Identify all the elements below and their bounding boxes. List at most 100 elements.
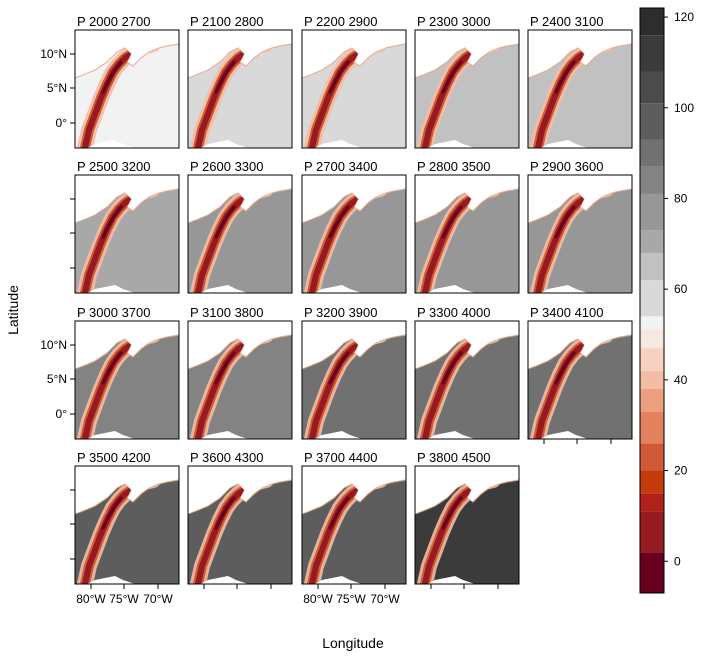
x-tick-label: 80°W bbox=[76, 592, 106, 606]
highland-core bbox=[554, 205, 576, 239]
panel-title: P 2300 3000 bbox=[417, 14, 491, 29]
panel-frame bbox=[301, 320, 407, 440]
highland-core bbox=[554, 60, 576, 94]
land-area bbox=[188, 480, 292, 584]
map-panel: P 3300 4000 bbox=[414, 305, 520, 440]
panel-frame bbox=[414, 174, 520, 294]
panel-frame bbox=[527, 174, 633, 294]
panel-title: P 2600 3300 bbox=[190, 159, 264, 174]
map-panel: P 3700 4400 80°W 75°W 70°W bbox=[301, 450, 407, 606]
colorbar: 0 20 40 60 80 100 120 bbox=[639, 7, 694, 594]
colorbar-bin bbox=[640, 443, 664, 471]
map-panel: P 2700 3400 bbox=[301, 159, 407, 294]
panel-frame bbox=[414, 320, 520, 440]
colorbar-bin bbox=[640, 193, 664, 231]
land-area bbox=[302, 480, 406, 584]
colorbar-bin bbox=[640, 230, 664, 253]
land-area bbox=[302, 335, 406, 439]
land-area bbox=[415, 480, 519, 584]
x-tick-label: 70°W bbox=[370, 592, 400, 606]
panel-title: P 3700 4400 bbox=[304, 450, 378, 465]
colorbar-tick-label: 60 bbox=[674, 282, 688, 296]
colorbar-bin bbox=[640, 139, 664, 167]
y-tick-label: 0° bbox=[56, 116, 68, 130]
colorbar-bin bbox=[640, 388, 664, 412]
land-area bbox=[302, 44, 406, 148]
panel-title: P 3600 4300 bbox=[190, 450, 264, 465]
y-tick-label: 5°N bbox=[47, 372, 67, 386]
highland-core bbox=[441, 351, 463, 385]
land-area bbox=[75, 189, 179, 293]
colorbar-tick-label: 100 bbox=[674, 101, 694, 115]
colorbar-bin bbox=[640, 348, 664, 371]
land-area bbox=[415, 189, 519, 293]
map-panel: P 3000 3700 10°N 5°N 0° bbox=[40, 305, 180, 440]
map-panel: P 3200 3900 bbox=[301, 305, 407, 440]
land-area bbox=[75, 480, 179, 584]
panel-title: P 3000 3700 bbox=[77, 305, 151, 320]
panel-frame bbox=[187, 174, 293, 294]
map-panel: P 3100 3800 bbox=[187, 305, 293, 440]
panel-title: P 3500 4200 bbox=[77, 450, 151, 465]
x-tick-label: 75°W bbox=[109, 592, 139, 606]
highland-core bbox=[214, 496, 236, 530]
colorbar-bin bbox=[640, 329, 664, 349]
panel-title: P 2800 3500 bbox=[417, 159, 491, 174]
colorbar-tick-label: 20 bbox=[674, 464, 688, 478]
map-panel: P 2400 3100 bbox=[527, 14, 633, 149]
panel-title: P 2200 2900 bbox=[304, 14, 378, 29]
panel-title: P 3400 4100 bbox=[530, 305, 604, 320]
land-area bbox=[75, 44, 179, 148]
map-panel: P 3500 4200 80°W 75°W 70°W bbox=[70, 450, 180, 606]
land-area bbox=[188, 44, 292, 148]
panel-frame bbox=[187, 320, 293, 440]
panel-frame bbox=[527, 29, 633, 149]
panel-title: P 2000 2700 bbox=[77, 14, 151, 29]
x-tick-label: 80°W bbox=[303, 592, 333, 606]
map-panel: P 2500 3200 bbox=[70, 159, 180, 294]
highland-core bbox=[328, 60, 350, 94]
colorbar-bin bbox=[640, 35, 664, 72]
panel-frame bbox=[301, 29, 407, 149]
map-panel: P 3800 4500 bbox=[414, 450, 520, 589]
land-area bbox=[528, 44, 632, 148]
colorbar-bin bbox=[640, 411, 664, 444]
highland-core bbox=[214, 351, 236, 385]
panel-frame bbox=[414, 465, 520, 585]
colorbar-bin bbox=[640, 316, 664, 330]
map-panel: P 2300 3000 bbox=[414, 14, 520, 149]
map-panel: P 3600 4300 bbox=[187, 450, 293, 589]
land-area bbox=[415, 335, 519, 439]
panel-frame bbox=[74, 320, 180, 440]
colorbar-bin bbox=[640, 511, 664, 553]
land-area bbox=[302, 189, 406, 293]
panel-frame bbox=[414, 29, 520, 149]
land-area bbox=[75, 335, 179, 439]
panel-title: P 2700 3400 bbox=[304, 159, 378, 174]
map-panel: P 2800 3500 bbox=[414, 159, 520, 294]
colorbar-bin bbox=[640, 552, 664, 593]
highland-core bbox=[328, 496, 350, 530]
highland-core bbox=[328, 351, 350, 385]
land-area bbox=[528, 335, 632, 439]
highland-core bbox=[554, 351, 576, 385]
panel-title: P 2500 3200 bbox=[77, 159, 151, 174]
map-panel: P 2200 2900 bbox=[301, 14, 407, 149]
highland-core bbox=[328, 205, 350, 239]
panel-frame bbox=[187, 465, 293, 585]
panel-frame bbox=[301, 174, 407, 294]
colorbar-bin bbox=[640, 252, 664, 281]
map-panel: P 2100 2800 bbox=[187, 14, 293, 149]
panel-title: P 3300 4000 bbox=[417, 305, 491, 320]
y-tick-label: 10°N bbox=[40, 47, 67, 61]
panel-frame bbox=[527, 320, 633, 440]
colorbar-bin bbox=[640, 280, 664, 317]
x-axis-title: Longitude bbox=[322, 635, 384, 651]
colorbar-bin bbox=[640, 166, 664, 194]
y-tick-label: 5°N bbox=[47, 81, 67, 95]
colorbar-tick-label: 120 bbox=[674, 10, 694, 24]
x-tick-label: 70°W bbox=[143, 592, 173, 606]
colorbar-bin bbox=[640, 103, 664, 140]
highland-core bbox=[441, 496, 463, 530]
colorbar-bin bbox=[640, 370, 664, 389]
